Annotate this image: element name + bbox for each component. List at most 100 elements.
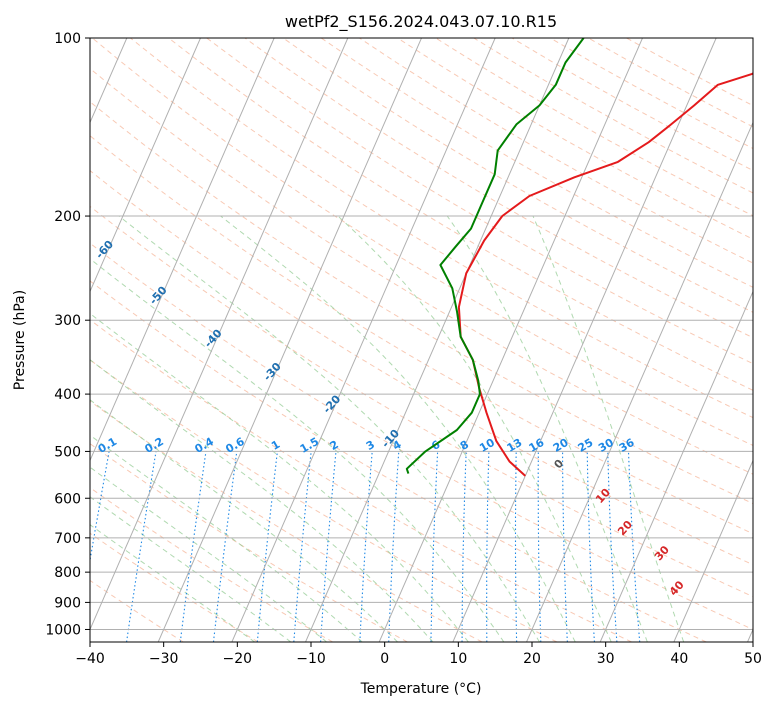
moist-adiabat-line <box>446 215 648 642</box>
isotherm-line <box>378 38 643 642</box>
mixing-ratio-line <box>359 451 373 642</box>
y-tick-label: 200 <box>54 209 81 225</box>
dry-adiabat-line <box>90 319 632 642</box>
dry-adiabat-line <box>90 487 333 642</box>
line-labels: 0.10.20.40.611.52346810131620253036-100-… <box>44 182 687 599</box>
y-tick-label: 600 <box>54 491 81 507</box>
dry-adiabat-line <box>90 101 753 505</box>
dry-adiabat-line <box>90 280 707 642</box>
y-tick-label: 400 <box>54 387 81 403</box>
dry-adiabat-line <box>588 38 753 128</box>
isotherm-label: -50 <box>147 284 170 308</box>
mixing-ratio-label: 0.6 <box>223 435 247 456</box>
x-tick-label: 50 <box>744 651 762 667</box>
moist-adiabat-line <box>90 434 363 642</box>
moist-adiabat-line <box>532 215 685 642</box>
isotherm-label: -70 <box>44 182 67 206</box>
isotherm-line <box>90 38 275 462</box>
axis-ticks: −40 −30 −20 −10 0 10 20 30 40 5010020030040050060… <box>45 31 762 667</box>
chart-title: wetPf2_S156.2024.043.07.10.R15 <box>285 12 557 32</box>
isotherm-line <box>452 38 717 642</box>
isotherm-line <box>305 38 570 642</box>
isotherm-line <box>90 38 201 293</box>
mixing-ratio-label: 20 <box>551 436 571 455</box>
x-tick-label: −40 <box>75 651 105 667</box>
moist-adiabat-line <box>90 496 292 642</box>
dry-adiabat-line <box>90 579 184 642</box>
dry-adiabat-label: 40 <box>667 578 687 598</box>
dry-adiabat-line <box>473 38 753 194</box>
plot-frame <box>89 37 754 643</box>
moist-adiabat-line <box>337 215 612 642</box>
x-tick-label: 10 <box>449 651 467 667</box>
mixing-ratio-label: 8 <box>458 438 471 453</box>
isotherm-line <box>157 38 422 642</box>
dry-adiabat-line <box>90 205 753 598</box>
isotherm-line <box>599 290 753 642</box>
y-tick-label: 700 <box>54 531 81 547</box>
isotherm-line <box>673 459 753 642</box>
mixing-ratio-line <box>179 451 207 642</box>
isotherm-line <box>526 121 753 642</box>
y-tick-label: 800 <box>54 565 81 581</box>
series-lines <box>405 38 753 477</box>
mixing-ratio-label: 2 <box>328 438 341 453</box>
isotherm-label: -30 <box>261 360 284 384</box>
mixing-ratio-line <box>486 451 490 642</box>
dewpoint-line <box>405 38 585 474</box>
dry-adiabat-label: 0 <box>551 457 566 472</box>
mixing-ratio-line <box>90 451 110 564</box>
x-tick-label: −20 <box>223 651 253 667</box>
x-tick-label: 20 <box>523 651 541 667</box>
dry-adiabat-line <box>130 38 753 419</box>
dry-adiabat-line <box>244 38 753 339</box>
grid-lines <box>90 38 753 642</box>
temperature-line <box>457 72 753 477</box>
isotherm-line <box>747 628 753 642</box>
mixing-ratio-label: 30 <box>596 436 616 455</box>
mixing-ratio-line <box>256 451 278 642</box>
x-tick-label: −10 <box>296 651 326 667</box>
moist-adiabat-line <box>90 399 398 642</box>
mixing-ratio-label: 3 <box>364 438 377 453</box>
dry-adiabat-line <box>359 38 753 264</box>
moist-adiabat-line <box>90 312 469 642</box>
isotherm-line <box>90 38 349 631</box>
dry-adiabat-label: 30 <box>652 543 672 563</box>
dry-adiabat-line <box>91 38 753 447</box>
x-axis-label: Temperature (°C) <box>360 681 482 697</box>
mixing-ratio-label: 1.5 <box>298 435 321 456</box>
mixing-ratio-label: 10 <box>477 436 497 455</box>
mixing-ratio-line <box>514 451 518 642</box>
moist-adiabat-line <box>90 524 255 642</box>
dry-adiabat-line <box>90 359 558 642</box>
dry-adiabat-line <box>90 242 753 631</box>
x-tick-label: 0 <box>380 651 389 667</box>
mixing-ratio-label: 25 <box>576 436 596 455</box>
mixing-ratio-line <box>562 451 568 642</box>
mixing-ratio-label: 13 <box>505 436 525 455</box>
y-tick-label: 300 <box>54 313 81 329</box>
moist-adiabat-line <box>90 258 505 642</box>
x-tick-label: −30 <box>149 651 179 667</box>
dry-adiabat-line <box>511 38 753 172</box>
y-axis-label: Pressure (hPa) <box>12 290 28 390</box>
dry-adiabat-line <box>90 135 753 535</box>
mixing-ratio-line <box>586 451 595 642</box>
mixing-ratio-line <box>627 451 641 642</box>
moist-adiabat-line <box>118 215 540 642</box>
moist-adiabat-line <box>90 466 327 642</box>
dry-adiabat-label: 20 <box>615 518 635 538</box>
dry-adiabat-line <box>90 400 483 642</box>
dry-adiabat-line <box>320 38 753 288</box>
mixing-ratio-label: 16 <box>527 436 547 455</box>
isotherm-label: -20 <box>320 392 343 416</box>
dry-adiabat-line <box>90 169 753 566</box>
isotherm-line <box>231 38 496 642</box>
isotherm-label: -40 <box>202 326 225 350</box>
y-tick-label: 500 <box>54 444 81 460</box>
dry-adiabat-line <box>168 38 753 391</box>
y-tick-label: 100 <box>54 31 81 47</box>
mixing-ratio-line <box>212 451 238 642</box>
